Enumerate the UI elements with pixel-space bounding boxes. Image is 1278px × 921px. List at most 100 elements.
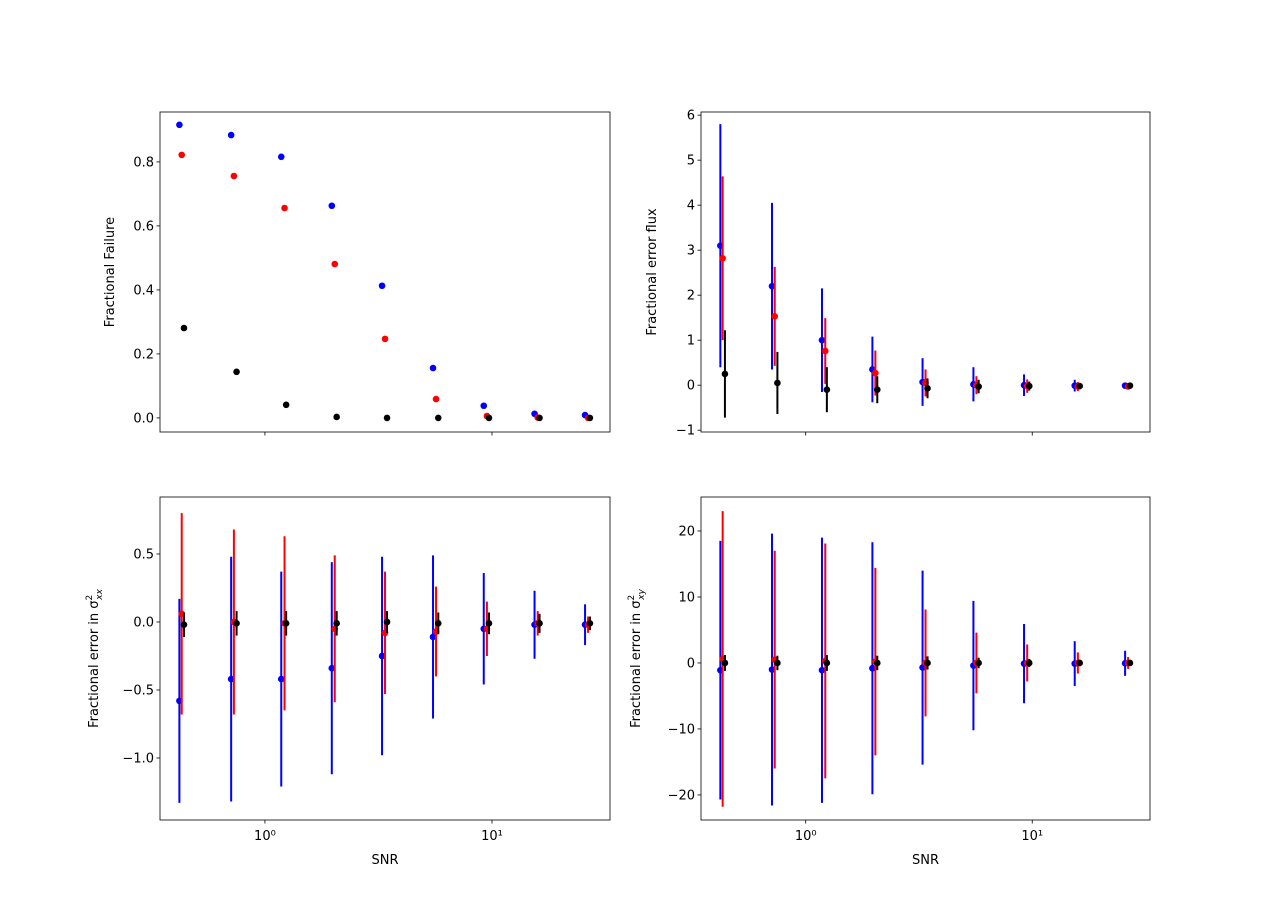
data-point bbox=[331, 260, 339, 268]
y-tick-label: 0.8 bbox=[133, 155, 154, 170]
y-tick-label: 10 bbox=[678, 590, 695, 605]
data-point bbox=[1076, 382, 1084, 390]
y-axis-label-text: Fractional error in σ bbox=[87, 600, 102, 727]
y-tick-label: 0.6 bbox=[133, 219, 154, 234]
y-tick-label: 0.5 bbox=[133, 547, 154, 562]
data-point bbox=[328, 202, 336, 210]
data-point bbox=[768, 282, 776, 290]
y-axis-label-sub: xy bbox=[637, 588, 647, 600]
y-axis-label-sup: 2 bbox=[627, 595, 637, 601]
y-tick-label: 0.2 bbox=[133, 347, 154, 362]
y-axis-label: Fractional error flux bbox=[645, 208, 660, 336]
x-axis-label: SNR bbox=[912, 853, 939, 868]
data-point bbox=[429, 633, 437, 641]
data-point bbox=[180, 621, 188, 629]
y-axis-label: Fractional error in σ2xy bbox=[627, 588, 647, 727]
y-tick-label: 0.0 bbox=[133, 411, 154, 426]
data-point bbox=[282, 620, 290, 627]
data-point bbox=[227, 675, 235, 683]
data-point bbox=[485, 620, 493, 627]
data-point bbox=[383, 414, 391, 422]
y-tick-label: 20 bbox=[678, 524, 695, 539]
data-point bbox=[480, 402, 488, 410]
y-axis-label-sub: xx bbox=[95, 588, 105, 600]
data-point bbox=[536, 620, 543, 627]
data-point bbox=[434, 414, 442, 422]
data-point bbox=[277, 675, 285, 683]
axes-frame bbox=[700, 111, 1151, 433]
data-point bbox=[536, 414, 543, 422]
y-tick-label: 0 bbox=[687, 379, 695, 394]
data-point bbox=[1025, 659, 1033, 667]
data-point bbox=[823, 659, 831, 667]
data-point bbox=[869, 664, 876, 672]
data-point bbox=[1025, 382, 1033, 390]
y-tick-label: 2 bbox=[687, 289, 695, 304]
x-tick-label: 10⁰ bbox=[795, 829, 817, 844]
data-point bbox=[383, 618, 391, 626]
data-point bbox=[719, 254, 726, 262]
data-point bbox=[774, 379, 781, 387]
y-tick-label: −1.0 bbox=[122, 751, 154, 766]
y-tick-label: −10 bbox=[668, 722, 695, 737]
data-point bbox=[485, 414, 493, 422]
data-point bbox=[277, 153, 285, 161]
data-point bbox=[823, 386, 831, 393]
data-point bbox=[434, 620, 442, 627]
data-point bbox=[818, 336, 826, 344]
data-point bbox=[282, 401, 290, 409]
data-point bbox=[818, 666, 826, 674]
data-point bbox=[176, 121, 183, 129]
data-point bbox=[378, 652, 386, 660]
data-point bbox=[429, 364, 437, 372]
y-tick-label: −20 bbox=[668, 788, 695, 803]
data-point bbox=[333, 413, 340, 421]
y-tick-label: 0 bbox=[687, 656, 695, 671]
axes-frame bbox=[159, 111, 611, 433]
data-point bbox=[586, 620, 594, 627]
y-tick-label: −0.5 bbox=[122, 683, 154, 698]
data-point bbox=[178, 151, 186, 159]
data-point bbox=[768, 666, 776, 673]
y-tick-label: 5 bbox=[687, 154, 695, 169]
data-point bbox=[233, 620, 240, 627]
data-point bbox=[924, 659, 931, 667]
y-axis-label-sup: 2 bbox=[85, 595, 95, 601]
y-axis-label: Fractional Failure bbox=[103, 217, 118, 327]
data-point bbox=[872, 369, 879, 377]
data-point bbox=[233, 368, 240, 376]
data-point bbox=[227, 131, 235, 139]
data-point bbox=[771, 313, 779, 320]
x-axis-label: SNR bbox=[371, 853, 398, 868]
data-point bbox=[378, 282, 386, 290]
x-tick-label: 10⁰ bbox=[254, 829, 276, 844]
y-tick-label: 0.0 bbox=[133, 615, 154, 630]
data-point bbox=[774, 659, 781, 667]
y-axis-label: Fractional error in σ2xx bbox=[85, 588, 105, 727]
axes-frame bbox=[700, 496, 1151, 821]
data-point bbox=[721, 370, 729, 378]
y-tick-label: −1 bbox=[676, 424, 695, 439]
y-axis-label-text: Fractional error in σ bbox=[629, 600, 644, 727]
data-point bbox=[821, 347, 829, 355]
y-tick-label: 3 bbox=[687, 244, 695, 259]
y-tick-label: 4 bbox=[687, 199, 695, 214]
y-tick-label: 1 bbox=[687, 334, 695, 349]
data-point bbox=[1126, 382, 1134, 389]
data-point bbox=[230, 172, 238, 180]
y-tick-label: 0.4 bbox=[133, 283, 154, 298]
data-point bbox=[1076, 659, 1084, 667]
data-point bbox=[180, 324, 188, 332]
data-point bbox=[975, 659, 982, 667]
data-point bbox=[721, 659, 729, 667]
data-point bbox=[432, 395, 440, 403]
axes-frame bbox=[159, 496, 611, 821]
data-point bbox=[381, 335, 389, 343]
y-tick-label: 6 bbox=[687, 109, 695, 124]
data-point bbox=[328, 664, 336, 672]
data-point bbox=[333, 620, 340, 627]
data-point bbox=[586, 414, 594, 422]
x-tick-label: 10¹ bbox=[1021, 829, 1043, 844]
